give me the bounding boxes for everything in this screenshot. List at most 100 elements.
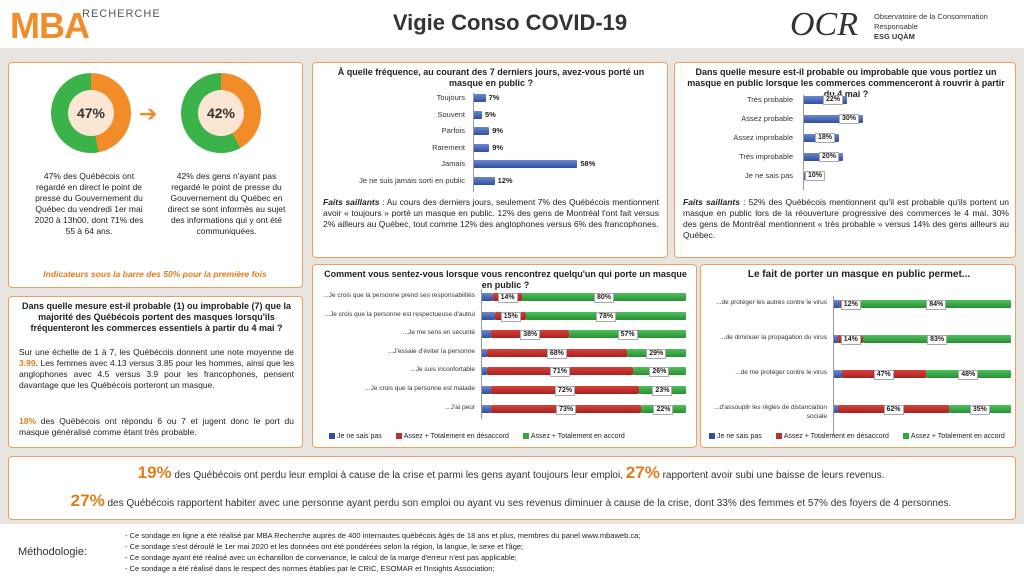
ocr-caption: Observatoire de la Consommation Responsa… — [874, 12, 1024, 42]
employment-stat-1: 19% — [137, 463, 172, 482]
legend-label: Je ne sais pas — [337, 433, 382, 440]
legend-swatch — [902, 433, 909, 440]
bar-dont-know — [481, 293, 494, 301]
bar — [803, 115, 863, 123]
bar — [473, 127, 490, 135]
bar-dont-know — [481, 348, 488, 357]
bar-value: 57% — [617, 330, 638, 341]
page-title: Vigie Conso COVID-19 — [392, 10, 628, 35]
arrow-icon: ➔ — [139, 101, 158, 126]
probability-chart: Très probable 22% Assez probable 30% Assez i… — [675, 95, 1017, 191]
probability-panel: Dans quelle mesure est-il probable ou im… — [674, 62, 1016, 258]
bar-label: ...de diminuer la propagation du virus — [720, 334, 827, 341]
bar-label: ...d'assouplir les règles de distanciati… — [714, 404, 827, 420]
bar-dont-know — [481, 311, 496, 320]
bar-value: 83% — [927, 335, 948, 345]
frequency-chart: Toujours 7% Souvent 5% Parfois 9% Rarement 9% Ja… — [313, 93, 669, 193]
legend-item: Assez + Totalement en désaccord — [775, 433, 889, 440]
legend-item: Je ne sais pas — [709, 433, 762, 440]
donut-right-text: 42% des gens n'ayant pas regardé le poin… — [167, 171, 286, 236]
bar-dont-know — [833, 300, 841, 308]
bar-value: 84% — [926, 300, 947, 310]
bar-value: 48% — [958, 370, 979, 380]
ocr-logo: OCR — [790, 6, 858, 43]
bar-value: 9% — [492, 142, 504, 152]
methodology-list: - Ce sondage en ligne a été réalisé par … — [125, 530, 1005, 574]
mask-benefit-chart: ...de protéger les autres contre le viru… — [701, 283, 1017, 447]
bar-value: 10% — [805, 171, 826, 181]
bar-value: 38% — [520, 330, 541, 341]
legend-swatch — [395, 433, 402, 440]
bar-value: 72% — [555, 386, 576, 396]
bar-value: 58% — [580, 159, 596, 168]
bar — [473, 94, 486, 102]
bar-label: Très improbable — [739, 152, 793, 161]
legend-item: Je ne sais pas — [329, 433, 382, 440]
probability-highlights: Faits saillants : 52% des Québécois ment… — [683, 197, 1009, 241]
employment-text-1: des Québécois ont perdu leur emploi à ca… — [171, 470, 626, 481]
bar-value: 18% — [815, 133, 836, 143]
bullet: - — [125, 542, 130, 551]
bar-value: 20% — [819, 152, 840, 162]
scale-p2-text: des Québécois ont répondu 6 ou 7 et juge… — [19, 416, 294, 437]
ocr-caption-line1: Observatoire de la Consommation Responsa… — [874, 12, 988, 31]
bullet: - — [125, 553, 130, 562]
bar-dont-know — [833, 405, 839, 413]
bar-label: Parfois — [441, 126, 465, 135]
bar-value: 62% — [883, 405, 904, 415]
scale-mean-value: 3.99 — [19, 358, 36, 368]
employment-line-2: 27% des Québécois rapportent habiter ave… — [9, 491, 1013, 511]
frequency-highlights-label: Faits saillants — [323, 197, 380, 207]
bar-value: 68% — [546, 348, 567, 359]
bar-value: 14% — [840, 335, 861, 345]
bar-label: Souvent — [437, 109, 465, 119]
methodology-label: Méthodologie: — [18, 546, 88, 558]
mask-benefit-question: Le fait de porter un masque en public pe… — [747, 269, 971, 280]
bar-value: 14% — [497, 293, 518, 303]
employment-text-3: des Québécois rapportent habiter avec un… — [104, 498, 952, 509]
feelings-chart: ...Je crois que la personne prend ses re… — [313, 283, 698, 447]
bar-dont-know — [833, 335, 839, 343]
methodology-item: - Ce sondage a été réalisé dans le respe… — [125, 563, 1005, 574]
employment-text-2: rapportent avoir subi une baisse de leur… — [659, 470, 885, 481]
employment-panel: 19% des Québécois ont perdu leur emploi … — [8, 456, 1016, 520]
legend-label: Assez + Totalement en accord — [530, 433, 625, 440]
legend-item: Assez + Totalement en accord — [902, 433, 1005, 440]
bar-label: ...Je crois que la personne est respectu… — [324, 310, 475, 318]
feelings-question: Comment vous sentez-vous lorsque vous re… — [324, 269, 687, 290]
bar — [473, 176, 495, 185]
donut-left-text: 47% des Québécois ont regardé en direct … — [34, 171, 144, 236]
bar-value: 15% — [500, 311, 521, 322]
bar — [473, 160, 578, 168]
bullet: - — [125, 564, 130, 573]
bar-value: 12% — [497, 175, 513, 185]
bar-dont-know — [481, 330, 492, 339]
methodology-item-text: Ce sondage s'est déroulé le 1er mai 2020… — [129, 542, 524, 551]
bar-value: 30% — [839, 114, 860, 124]
bar-value: 23% — [652, 386, 673, 396]
probability-highlights-label: Faits saillants — [683, 197, 740, 207]
press-conference-panel: 47% ➔ 42% 47% des Québécois ont regardé … — [8, 62, 303, 288]
bar-dont-know — [481, 386, 492, 394]
bar-label: ...Je me sens en sécurité — [402, 329, 475, 337]
frequency-highlights-text: : Au cours des derniers jours, seulement… — [323, 197, 659, 229]
bar-value: 5% — [485, 109, 496, 119]
bar-label: ...Je suis inconfortable — [410, 366, 475, 374]
bar-label: Très probable — [747, 95, 793, 104]
bar-label: Je ne suis jamais sorti en public — [359, 175, 465, 185]
mba-logo-subtitle: RECHERCHE — [82, 8, 161, 20]
bar-value: 71% — [549, 367, 570, 378]
bar-value: 22% — [653, 404, 674, 415]
bar — [473, 143, 490, 152]
methodology-item: - Ce sondage ayant été réalisé avec un é… — [125, 552, 1005, 563]
scale-p1-rest: . Les femmes avec 4.13 versus 3.85 pour … — [19, 358, 294, 390]
methodology-item: - Ce sondage s'est déroulé le 1er mai 20… — [125, 541, 1005, 552]
employment-line-1: 19% des Québécois ont perdu leur emploi … — [9, 463, 1013, 483]
methodology-item-text: Ce sondage a été réalisé dans le respect… — [129, 564, 495, 573]
legend-item: Assez + Totalement en désaccord — [395, 433, 509, 440]
bar-label: ...Je crois que la personne prend ses re… — [323, 292, 475, 299]
bar-value: 7% — [488, 93, 500, 102]
bar-label: Je ne sais pas — [745, 171, 793, 180]
legend-item: Assez + Totalement en accord — [522, 433, 625, 440]
methodology-footer: Méthodologie: - Ce sondage en ligne a ét… — [0, 524, 1024, 578]
